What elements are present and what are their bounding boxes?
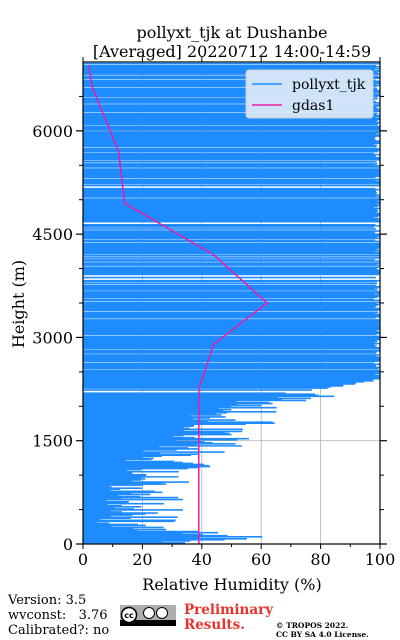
x-tick-label: 60: [251, 550, 271, 569]
y-tick-label: 4500: [32, 225, 73, 244]
preliminary-notice: Preliminary Results.: [184, 602, 274, 633]
y-tick-label: 0: [63, 535, 73, 554]
svg-text:cc: cc: [124, 611, 134, 620]
chart-area: pollyxt_tjk at Dushanbe [Averaged] 20220…: [9, 23, 396, 594]
legend-label: gdas1: [292, 98, 334, 114]
cc-by-sa-logo: cc: [120, 605, 176, 626]
calibrated-text: Calibrated?: no: [8, 623, 110, 638]
y-axis-label: Height (m): [9, 260, 28, 348]
x-tick-label: 20: [132, 550, 152, 569]
series-pollyxt_tjk-profile: [83, 62, 380, 544]
series-gdas1-line: [88, 65, 269, 544]
copyright-text: © TROPOS 2022. CC BY SA 4.0 License.: [276, 621, 369, 639]
x-tick-label: 0: [78, 550, 88, 569]
legend-box: [245, 69, 374, 119]
y-tick-label: 3000: [32, 328, 73, 347]
y-tick-label: 6000: [32, 122, 73, 141]
y-tick-label: 1500: [32, 432, 73, 451]
version-text: Version: 3.5: [8, 593, 87, 608]
x-axis-label: Relative Humidity (%): [142, 575, 321, 594]
wvconst-text: wvconst: 3.76: [8, 608, 108, 623]
legend-label: pollyxt_tjk: [292, 77, 366, 93]
chart-title: pollyxt_tjk at Dushanbe: [136, 23, 327, 42]
x-tick-label: 80: [310, 550, 330, 569]
x-tick-label: 40: [192, 550, 212, 569]
chart-subtitle: [Averaged] 20220712 14:00-14:59: [93, 42, 371, 61]
x-tick-label: 100: [365, 550, 396, 569]
